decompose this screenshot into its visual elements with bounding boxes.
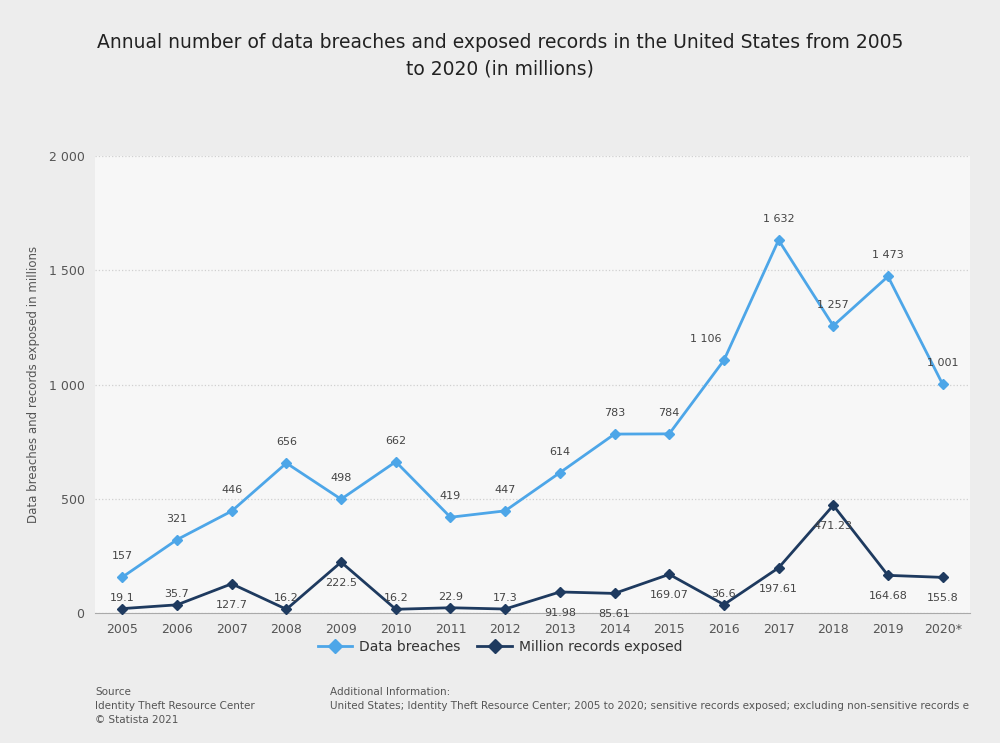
Text: 157: 157: [112, 551, 133, 561]
Text: 127.7: 127.7: [216, 600, 248, 610]
Text: 169.07: 169.07: [650, 591, 689, 600]
Text: 164.68: 164.68: [869, 591, 907, 601]
Text: 155.8: 155.8: [927, 594, 959, 603]
Text: 35.7: 35.7: [165, 588, 189, 599]
Text: 783: 783: [604, 408, 625, 418]
Text: 498: 498: [330, 473, 352, 483]
Text: 471.23: 471.23: [814, 522, 853, 531]
Y-axis label: Data breaches and records exposed in millions: Data breaches and records exposed in mil…: [27, 246, 40, 523]
Text: 321: 321: [166, 513, 188, 524]
Text: 16.2: 16.2: [274, 593, 299, 603]
Text: Additional Information:
United States; Identity Theft Resource Center; 2005 to 2: Additional Information: United States; I…: [330, 687, 969, 711]
Text: 85.61: 85.61: [599, 609, 630, 620]
Text: 16.2: 16.2: [383, 593, 408, 603]
Text: 1 632: 1 632: [763, 214, 794, 224]
Text: 1 473: 1 473: [872, 250, 904, 261]
Text: 662: 662: [385, 435, 406, 446]
Text: 447: 447: [494, 485, 516, 495]
Text: 656: 656: [276, 437, 297, 447]
Text: 1 001: 1 001: [927, 358, 958, 369]
Text: 446: 446: [221, 485, 242, 495]
Text: 91.98: 91.98: [544, 608, 576, 618]
Text: 419: 419: [440, 491, 461, 502]
Text: 784: 784: [659, 408, 680, 418]
Text: 22.9: 22.9: [438, 591, 463, 602]
Text: 222.5: 222.5: [325, 578, 357, 588]
Text: 19.1: 19.1: [110, 593, 135, 603]
Text: 614: 614: [549, 447, 570, 457]
Text: Annual number of data breaches and exposed records in the United States from 200: Annual number of data breaches and expos…: [97, 33, 903, 79]
Text: 36.6: 36.6: [712, 588, 736, 599]
Text: Source
Identity Theft Resource Center
© Statista 2021: Source Identity Theft Resource Center © …: [95, 687, 255, 725]
Legend: Data breaches, Million records exposed: Data breaches, Million records exposed: [312, 635, 688, 660]
Text: 197.61: 197.61: [759, 584, 798, 594]
Text: 1 106: 1 106: [690, 334, 721, 344]
Text: 1 257: 1 257: [817, 299, 849, 310]
Text: 17.3: 17.3: [493, 593, 518, 603]
